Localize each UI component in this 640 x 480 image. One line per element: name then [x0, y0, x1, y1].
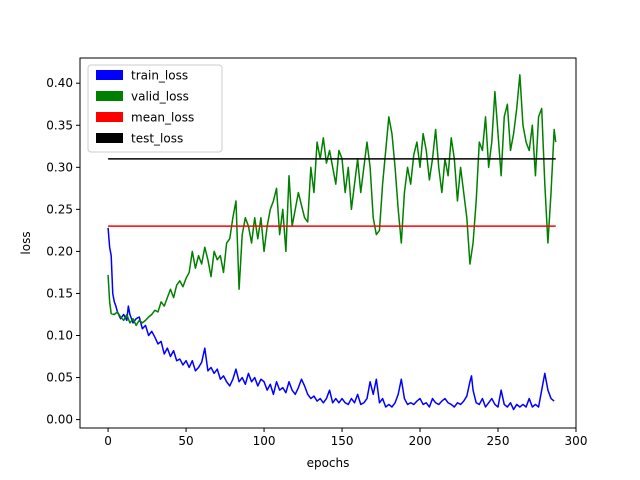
y-tick-label: 0.35 [46, 118, 73, 132]
x-axis: 0 50 100 150 200 250 300 [104, 428, 587, 448]
y-tick-label: 0.20 [46, 244, 73, 258]
legend-label-train-loss: train_loss [131, 69, 188, 83]
y-tick-label: 0.00 [46, 413, 73, 427]
x-tick-label: 150 [331, 434, 354, 448]
y-tick-label: 0.25 [46, 202, 73, 216]
series-line-train-loss [107, 227, 555, 411]
legend-swatch-mean-loss [96, 112, 123, 122]
x-tick-label: 200 [409, 434, 432, 448]
y-tick-label: 0.40 [46, 76, 73, 90]
x-tick-label: 50 [178, 434, 193, 448]
legend-swatch-test-loss [96, 133, 123, 143]
y-axis: 0.00 0.05 0.10 0.15 0.20 0.25 0.30 0.35 0.40 [46, 76, 80, 427]
legend-label-valid-loss: valid_loss [131, 90, 189, 104]
x-tick-label: 300 [565, 434, 588, 448]
axes-frame [79, 57, 577, 429]
x-tick-label: 100 [253, 434, 276, 448]
legend-items: train_loss valid_loss mean_loss test_loss [96, 69, 194, 146]
legend-label-mean-loss: mean_loss [131, 111, 194, 125]
x-tick-label: 0 [104, 434, 112, 448]
x-tick-label: 250 [487, 434, 510, 448]
legend-label-test-loss: test_loss [131, 132, 183, 146]
legend-swatch-valid-loss [96, 91, 123, 101]
y-tick-label: 0.10 [46, 329, 73, 343]
legend-swatch-train-loss [96, 70, 123, 80]
series-layer [107, 74, 557, 411]
y-tick-label: 0.05 [46, 371, 73, 385]
y-tick-label: 0.15 [46, 286, 73, 300]
y-tick-label: 0.30 [46, 160, 73, 174]
y-axis-label: loss [19, 231, 33, 254]
x-axis-label: epochs [307, 456, 350, 470]
legend-box [87, 64, 223, 153]
legend: train_loss valid_loss mean_loss test_loss [87, 64, 223, 153]
